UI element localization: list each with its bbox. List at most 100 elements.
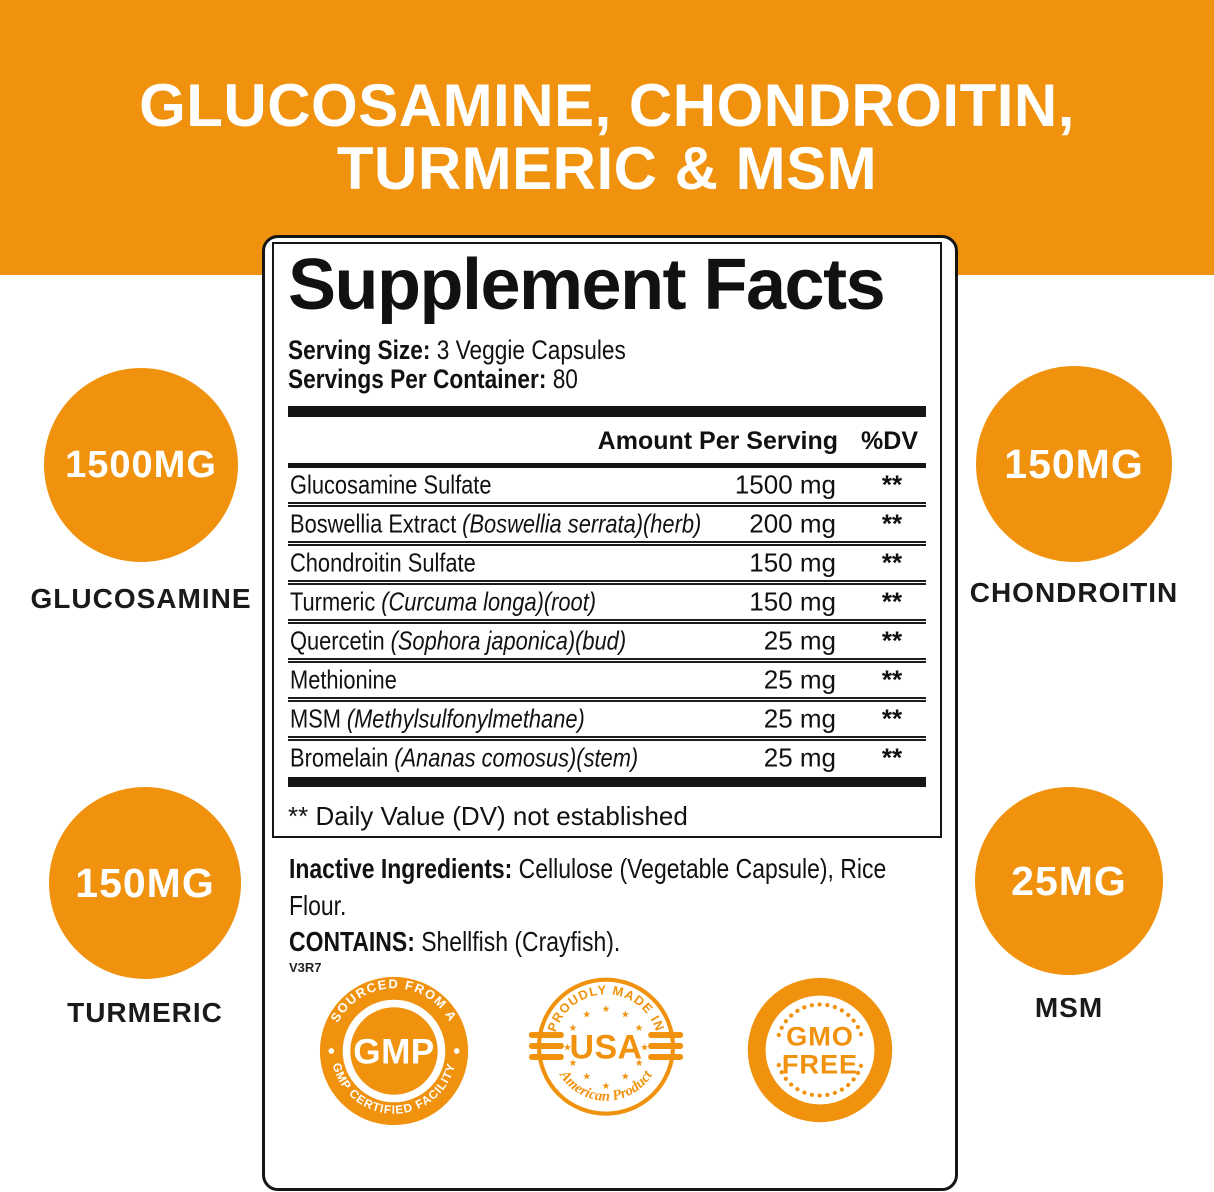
ingredient-row: Methionine 25 mg ** (288, 663, 926, 697)
ingredient-name: Methionine (290, 664, 397, 695)
ingredient-row: Bromelain (Ananas comosus)(stem) 25 mg ** (288, 741, 926, 775)
row-divider (288, 580, 926, 585)
ingredient-name: MSM (290, 703, 341, 734)
ingredient-row: Glucosamine Sulfate 1500 mg ** (288, 468, 926, 502)
contains-value: Shellfish (Crayfish). (421, 926, 621, 957)
svg-text:★: ★ (563, 1042, 572, 1053)
ingredient-detail: (Boswellia serrata)(herb) (462, 508, 702, 539)
version-code: V3R7 (289, 960, 322, 975)
row-divider (288, 736, 926, 741)
ingredient-detail: (Curcuma longa)(root) (381, 586, 597, 617)
svg-text:★: ★ (569, 1023, 578, 1034)
contains-label: CONTAINS: (289, 926, 415, 957)
gmo-text-line1: GMO (786, 1020, 854, 1051)
inactive-ingredients: Inactive Ingredients: Cellulose (Vegetab… (289, 850, 1019, 924)
ingredient-row: MSM (Methylsulfonylmethane) 25 mg ** (288, 702, 926, 736)
supplement-facts-panel: Supplement Facts Serving Size: 3 Veggie … (262, 235, 958, 1191)
servings-label: Servings Per Container: (288, 364, 547, 394)
row-divider (288, 658, 926, 663)
supplement-facts-box: Supplement Facts Serving Size: 3 Veggie … (272, 242, 942, 838)
supplement-facts-title: Supplement Facts (288, 245, 886, 325)
ingredient-name: Turmeric (290, 586, 376, 617)
amount-per-serving-header: Amount Per Serving (597, 427, 838, 455)
ingredient-detail: (Sophora japonica)(bud) (390, 625, 627, 656)
gmp-badge-icon: SOURCED FROM A GMP CERTIFIED FACILITY GM… (318, 975, 470, 1127)
serving-size-label: Serving Size: (288, 335, 431, 365)
serving-size-value: 3 Veggie Capsules (436, 335, 626, 365)
gmp-center-text: GMP (353, 1032, 434, 1071)
product-title-line1: GLUCOSAMINE, CHONDROITIN, (139, 72, 1075, 139)
row-divider (288, 502, 926, 507)
ingredient-dv: ** (881, 703, 903, 734)
highlight-circle-glucosamine: 1500MG (44, 368, 238, 562)
usa-badge-stripes (528, 1031, 684, 1060)
ingredient-name: Glucosamine Sulfate (290, 469, 492, 500)
usa-badge-stars: ★ ★ ★ ★ ★ ★ ★ ★ ★ ★ ★ ★ (563, 1004, 649, 1092)
ingredient-dv: ** (881, 469, 903, 500)
highlight-circle-msm: 25MG (975, 787, 1163, 975)
gmo-free-badge-icon: GMO FREE (745, 975, 895, 1125)
ingredient-amount: 25 mg (763, 664, 836, 695)
dv-header: %DV (861, 427, 918, 455)
header-band: GLUCOSAMINE, CHONDROITIN, TURMERIC & MSM (0, 0, 1214, 275)
serving-size-line: Serving Size: 3 Veggie Capsules (288, 336, 926, 365)
ingredient-row: Chondroitin Sulfate 150 mg ** (288, 546, 926, 580)
svg-text:★: ★ (582, 1072, 591, 1083)
ingredient-amount: 25 mg (763, 625, 836, 656)
highlight-amount: 150MG (1004, 440, 1144, 487)
highlight-circle-chondroitin: 150MG (976, 366, 1172, 562)
ingredient-name: Quercetin (290, 625, 385, 656)
product-title: GLUCOSAMINE, CHONDROITIN, TURMERIC & MSM (0, 74, 1214, 200)
row-divider (288, 697, 926, 702)
ingredient-name: Chondroitin Sulfate (290, 547, 476, 578)
thick-divider-top (288, 406, 926, 417)
svg-text:★: ★ (635, 1023, 644, 1034)
ingredient-amount: 200 mg (749, 508, 836, 539)
highlight-label-glucosamine: GLUCOSAMINE (30, 583, 252, 614)
ingredient-row: Turmeric (Curcuma longa)(root) 150 mg ** (288, 585, 926, 619)
ingredient-dv: ** (881, 508, 903, 539)
svg-text:★: ★ (569, 1058, 578, 1069)
svg-text:★: ★ (602, 1004, 611, 1015)
highlight-circle-turmeric: 150MG (49, 787, 241, 979)
highlight-amount: 150MG (75, 859, 215, 906)
highlight-label-turmeric: TURMERIC (67, 997, 223, 1028)
highlight-label-chondroitin: CHONDROITIN (969, 577, 1179, 608)
inactive-ingredients-label: Inactive Ingredients: (289, 853, 513, 884)
highlight-label-msm: MSM (1034, 992, 1104, 1023)
gmo-text-line2: FREE (782, 1048, 858, 1079)
ingredient-dv: ** (881, 664, 903, 695)
ingredient-dv: ** (881, 625, 903, 656)
highlight-amount: 25MG (1011, 857, 1127, 904)
highlight-amount: 1500MG (65, 443, 217, 486)
product-title-line2: TURMERIC & MSM (336, 135, 878, 202)
dv-footnote: ** Daily Value (DV) not established (288, 801, 688, 831)
ingredient-dv: ** (881, 742, 903, 773)
ingredient-detail: (Methylsulfonylmethane) (346, 703, 585, 734)
servings-per-container-line: Servings Per Container: 80 (288, 365, 926, 394)
ingredient-amount: 1500 mg (734, 469, 836, 500)
ingredient-row: Boswellia Extract (Boswellia serrata)(her… (288, 507, 926, 541)
ingredient-name: Boswellia Extract (290, 508, 457, 539)
ingredient-amount: 150 mg (749, 586, 836, 617)
svg-text:★: ★ (602, 1081, 611, 1092)
contains-statement: CONTAINS: Shellfish (Crayfish). (289, 926, 1019, 958)
medium-divider (288, 463, 926, 468)
inactive-ingredients-value: Cellulose (Vegetable Capsule), Rice Flou… (289, 853, 887, 921)
ingredient-row: Quercetin (Sophora japonica)(bud) 25 mg *… (288, 624, 926, 658)
ingredient-amount: 25 mg (763, 742, 836, 773)
ingredient-amount: 150 mg (749, 547, 836, 578)
ingredient-dv: ** (881, 547, 903, 578)
ingredient-dv: ** (881, 586, 903, 617)
row-divider (288, 541, 926, 546)
servings-value: 80 (552, 364, 578, 394)
ingredient-name: Bromelain (290, 742, 389, 773)
usa-badge-icon: PROUDLY MADE IN American Product ★ ★ ★ ★… (528, 975, 684, 1122)
svg-text:★: ★ (621, 1072, 630, 1083)
ingredient-amount: 25 mg (763, 703, 836, 734)
svg-text:★: ★ (621, 1009, 630, 1020)
row-divider (288, 619, 926, 624)
svg-text:★: ★ (635, 1058, 644, 1069)
svg-text:★: ★ (582, 1009, 591, 1020)
